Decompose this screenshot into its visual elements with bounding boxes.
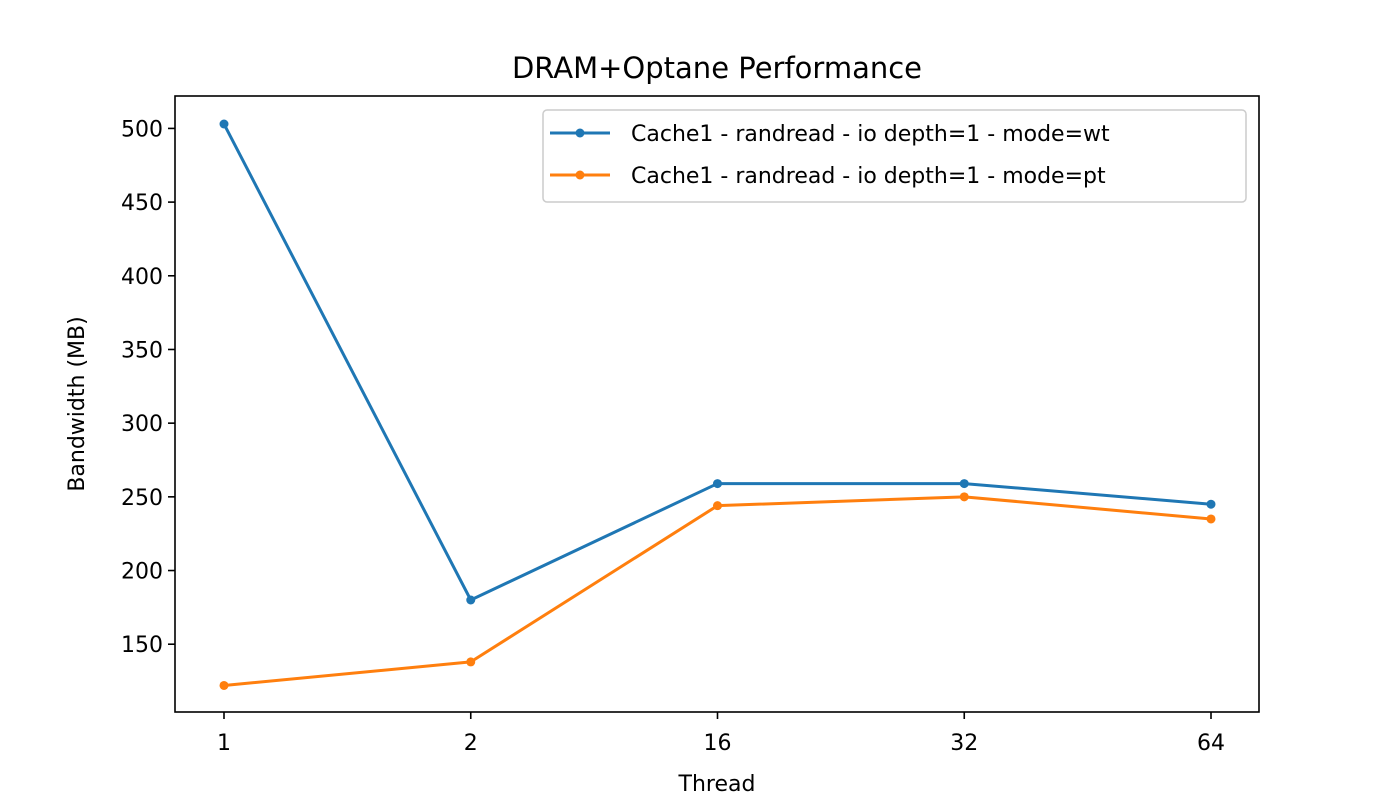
legend: Cache1 - randread - io depth=1 - mode=wt…: [542, 109, 1247, 203]
legend-label: Cache1 - randread - io depth=1 - mode=wt: [631, 122, 1110, 147]
data-point: [713, 479, 722, 489]
y-axis: 150 200 250 300 350 400 450 500: [121, 117, 175, 658]
data-point: [219, 119, 229, 129]
x-tick-label: 1: [217, 731, 231, 756]
data-point: [219, 680, 229, 690]
y-tick-label: 250: [121, 486, 163, 511]
series-layer: [219, 119, 1216, 690]
y-tick-label: 150: [121, 633, 163, 658]
legend-marker: [575, 128, 585, 138]
legend-marker: [575, 170, 585, 180]
y-tick-label: 350: [121, 338, 163, 363]
x-axis-title: Thread: [678, 772, 756, 797]
data-point: [713, 501, 722, 511]
y-tick-label: 400: [121, 265, 163, 290]
data-point: [466, 595, 476, 605]
x-tick-label: 64: [1197, 731, 1225, 756]
x-tick-label: 16: [704, 731, 732, 756]
chart-title: DRAM+Optane Performance: [512, 51, 922, 85]
x-axis: 1 2 16 32 64: [217, 712, 1225, 756]
legend-box: [542, 109, 1247, 203]
legend-label: Cache1 - randread - io depth=1 - mode=pt: [631, 164, 1106, 189]
y-tick-label: 300: [121, 412, 163, 437]
y-axis-title: Bandwidth (MB): [65, 316, 90, 491]
x-tick-label: 2: [464, 731, 478, 756]
y-tick-label: 450: [121, 191, 163, 216]
data-point: [959, 479, 969, 489]
legend-item: Cache1 - randread - io depth=1 - mode=wt: [550, 122, 1110, 147]
series-2: [219, 492, 1216, 690]
y-tick-label: 200: [121, 560, 163, 585]
data-point: [1206, 499, 1216, 509]
y-tick-label: 500: [121, 117, 163, 142]
data-point: [466, 657, 476, 667]
legend-item: Cache1 - randread - io depth=1 - mode=pt: [550, 164, 1106, 189]
data-point: [959, 492, 969, 502]
x-tick-label: 32: [950, 731, 978, 756]
data-point: [1206, 514, 1216, 524]
series-1: [219, 119, 1216, 605]
